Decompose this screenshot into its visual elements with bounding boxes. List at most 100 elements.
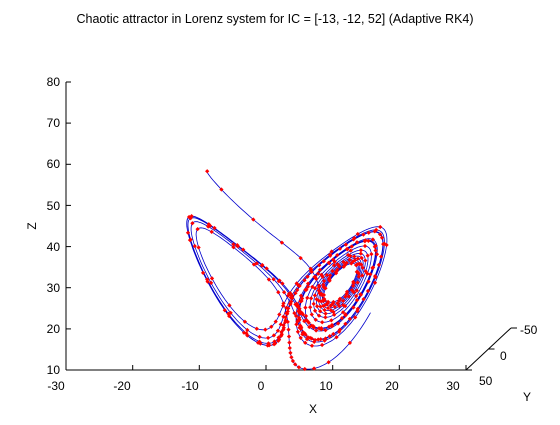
sample-point — [365, 271, 370, 276]
sample-point — [332, 312, 337, 317]
sample-point — [376, 262, 382, 268]
sample-point — [295, 304, 300, 309]
sample-point — [295, 287, 300, 293]
sample-point — [305, 284, 311, 289]
sample-point — [231, 242, 236, 247]
sample-point — [290, 358, 296, 364]
sample-point — [271, 333, 277, 338]
sample-point — [308, 266, 313, 271]
sample-point — [294, 281, 299, 286]
sample-point — [289, 355, 294, 360]
sample-point — [359, 255, 364, 261]
sample-point — [369, 251, 374, 257]
sample-point — [348, 248, 353, 253]
sample-point — [293, 290, 298, 296]
sample-point — [309, 312, 314, 317]
sample-point — [351, 281, 356, 286]
sample-point — [343, 303, 348, 309]
sample-point — [316, 326, 322, 331]
sample-point — [354, 240, 360, 245]
sample-point — [188, 237, 193, 242]
sample-point — [209, 276, 215, 281]
sample-point — [366, 230, 371, 235]
sample-point — [296, 315, 302, 320]
sample-point — [361, 232, 366, 237]
sample-point — [323, 336, 328, 341]
sample-point — [362, 239, 368, 244]
sample-point — [302, 366, 307, 372]
sample-point — [312, 293, 318, 298]
sample-point — [326, 324, 332, 329]
sample-point — [351, 283, 356, 289]
sample-point — [305, 335, 311, 340]
sample-point — [360, 265, 365, 270]
sample-point — [331, 257, 336, 262]
sample-point — [251, 262, 257, 267]
sample-point — [318, 304, 323, 309]
sample-point — [345, 247, 350, 252]
sample-point — [326, 360, 331, 365]
sample-point — [372, 273, 378, 279]
sample-point — [205, 169, 210, 174]
sample-point — [331, 331, 336, 337]
sample-point — [292, 310, 297, 316]
sample-point — [245, 327, 250, 333]
sample-point — [303, 313, 309, 319]
sample-point — [297, 283, 302, 289]
sample-point — [318, 337, 323, 342]
sample-point — [302, 318, 307, 324]
sample-point — [314, 304, 320, 309]
sample-point — [351, 305, 356, 310]
sample-point — [381, 241, 386, 247]
sample-point — [327, 273, 333, 278]
sample-point — [308, 305, 313, 310]
sample-point — [320, 320, 325, 325]
sample-point — [316, 283, 322, 288]
sample-point — [344, 260, 349, 266]
sample-point — [303, 305, 308, 310]
sample-point — [313, 274, 318, 280]
sample-point — [205, 277, 210, 282]
sample-point — [272, 339, 277, 344]
sample-point — [372, 244, 377, 249]
sample-point — [307, 324, 312, 330]
sample-point — [372, 280, 378, 285]
sample-point — [321, 278, 327, 284]
sample-point — [346, 294, 351, 299]
sample-point — [283, 315, 288, 320]
sample-point — [323, 315, 328, 320]
sample-point — [355, 231, 360, 237]
sample-point — [347, 316, 352, 322]
sample-point — [286, 327, 291, 332]
sample-point — [337, 298, 342, 303]
sample-point — [288, 350, 293, 356]
z-tick-label: 70 — [47, 116, 61, 130]
y-axis-label: Y — [523, 390, 531, 404]
sample-point — [355, 280, 360, 285]
sample-point — [254, 326, 259, 331]
sample-point — [361, 296, 366, 302]
sample-point — [263, 327, 268, 332]
z-tick-label: 60 — [47, 157, 61, 171]
sample-point — [347, 257, 352, 263]
sample-point — [296, 365, 302, 370]
sample-point — [343, 312, 348, 317]
sample-point — [339, 315, 345, 321]
sample-point — [312, 337, 318, 343]
sample-point — [315, 271, 321, 276]
sample-point — [330, 268, 335, 274]
sample-point — [335, 301, 340, 306]
sample-point — [276, 290, 281, 295]
sample-point — [331, 263, 337, 268]
y-tick-label: -50 — [520, 323, 538, 337]
sample-point — [319, 272, 324, 277]
sample-point — [207, 223, 213, 228]
sample-point — [276, 278, 281, 284]
sample-point — [358, 248, 364, 253]
sample-point — [325, 305, 331, 311]
sample-point — [317, 267, 323, 273]
sample-point — [362, 243, 368, 249]
sample-point — [329, 322, 335, 328]
sample-point — [231, 245, 236, 250]
sample-point — [271, 277, 276, 282]
